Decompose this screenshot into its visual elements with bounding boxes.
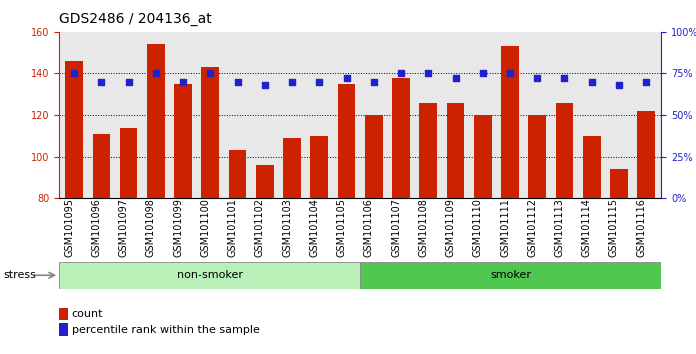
Point bbox=[150, 70, 161, 76]
Point bbox=[96, 79, 107, 85]
Point bbox=[69, 70, 80, 76]
Bar bbox=[583, 136, 601, 198]
Text: percentile rank within the sample: percentile rank within the sample bbox=[72, 325, 260, 335]
Point bbox=[287, 79, 298, 85]
Text: GSM101096: GSM101096 bbox=[91, 198, 102, 257]
Text: GSM101100: GSM101100 bbox=[200, 198, 210, 257]
Point bbox=[640, 79, 651, 85]
Point bbox=[177, 79, 189, 85]
Text: stress: stress bbox=[3, 270, 36, 280]
Text: GSM101105: GSM101105 bbox=[337, 198, 347, 257]
Point bbox=[477, 70, 489, 76]
Bar bbox=[65, 61, 83, 198]
Text: GSM101099: GSM101099 bbox=[173, 198, 183, 257]
Point bbox=[422, 70, 434, 76]
Text: count: count bbox=[72, 309, 103, 319]
Text: non-smoker: non-smoker bbox=[177, 270, 243, 280]
Point bbox=[505, 70, 516, 76]
Text: GSM101111: GSM101111 bbox=[500, 198, 510, 257]
Bar bbox=[120, 127, 138, 198]
Text: smoker: smoker bbox=[490, 270, 531, 280]
Point bbox=[123, 79, 134, 85]
Point bbox=[559, 76, 570, 81]
Bar bbox=[229, 150, 246, 198]
Text: GSM101103: GSM101103 bbox=[282, 198, 292, 257]
Bar bbox=[361, 262, 661, 289]
Point bbox=[232, 79, 243, 85]
Point bbox=[314, 79, 325, 85]
Text: GDS2486 / 204136_at: GDS2486 / 204136_at bbox=[59, 12, 212, 27]
Bar bbox=[59, 262, 361, 289]
Bar bbox=[420, 103, 437, 198]
Bar bbox=[555, 103, 574, 198]
Text: GSM101115: GSM101115 bbox=[609, 198, 619, 257]
Text: GSM101112: GSM101112 bbox=[528, 198, 537, 257]
Text: GSM101104: GSM101104 bbox=[309, 198, 319, 257]
Bar bbox=[610, 169, 628, 198]
Point bbox=[395, 70, 406, 76]
Point bbox=[532, 76, 543, 81]
Text: GSM101114: GSM101114 bbox=[582, 198, 592, 257]
Point bbox=[450, 76, 461, 81]
Bar bbox=[256, 165, 274, 198]
Bar bbox=[528, 115, 546, 198]
Bar bbox=[283, 138, 301, 198]
Text: GSM101102: GSM101102 bbox=[255, 198, 265, 257]
Bar bbox=[638, 111, 655, 198]
Point bbox=[586, 79, 597, 85]
Text: GSM101095: GSM101095 bbox=[64, 198, 74, 257]
Point bbox=[341, 76, 352, 81]
Bar bbox=[474, 115, 491, 198]
Text: GSM101101: GSM101101 bbox=[228, 198, 237, 257]
Bar bbox=[202, 67, 219, 198]
Bar bbox=[447, 103, 464, 198]
Point bbox=[205, 70, 216, 76]
Point bbox=[368, 79, 379, 85]
Text: GSM101097: GSM101097 bbox=[118, 198, 129, 257]
Text: GSM101113: GSM101113 bbox=[555, 198, 564, 257]
Bar bbox=[365, 115, 383, 198]
Point bbox=[613, 82, 624, 88]
Text: GSM101106: GSM101106 bbox=[364, 198, 374, 257]
Text: GSM101108: GSM101108 bbox=[418, 198, 428, 257]
Bar bbox=[147, 44, 165, 198]
Bar bbox=[501, 46, 519, 198]
Bar bbox=[93, 134, 110, 198]
Text: GSM101107: GSM101107 bbox=[391, 198, 401, 257]
Text: GSM101110: GSM101110 bbox=[473, 198, 483, 257]
Point bbox=[260, 82, 271, 88]
Bar bbox=[338, 84, 356, 198]
Text: GSM101116: GSM101116 bbox=[636, 198, 646, 257]
Text: GSM101109: GSM101109 bbox=[445, 198, 455, 257]
Bar bbox=[392, 78, 410, 198]
Bar bbox=[174, 84, 192, 198]
Bar bbox=[310, 136, 329, 198]
Text: GSM101098: GSM101098 bbox=[146, 198, 156, 257]
